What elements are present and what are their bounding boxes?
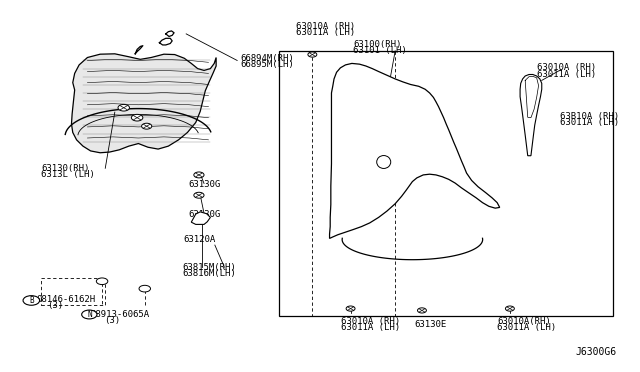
Text: 66895M(LH): 66895M(LH)	[241, 60, 294, 70]
Text: 08913-6065A: 08913-6065A	[91, 310, 150, 319]
Text: 63120A: 63120A	[183, 235, 215, 244]
Circle shape	[23, 296, 40, 305]
Polygon shape	[330, 63, 500, 238]
Circle shape	[308, 52, 317, 57]
Polygon shape	[191, 212, 211, 224]
Circle shape	[141, 123, 152, 129]
Circle shape	[194, 192, 204, 198]
Text: 63130G: 63130G	[188, 210, 220, 219]
Circle shape	[97, 278, 108, 285]
Text: 63101 (LH): 63101 (LH)	[353, 46, 407, 55]
Circle shape	[417, 308, 426, 313]
Text: 63B10A (RH): 63B10A (RH)	[560, 112, 620, 121]
Text: 63011A (LH): 63011A (LH)	[497, 323, 556, 332]
Circle shape	[194, 172, 204, 178]
Text: J6300G6: J6300G6	[575, 347, 616, 357]
Text: (3): (3)	[47, 301, 63, 310]
Text: 08146-6162H: 08146-6162H	[36, 295, 95, 304]
Text: 63011A (LH): 63011A (LH)	[560, 118, 620, 127]
Text: 63816M(LH): 63816M(LH)	[182, 269, 236, 278]
Text: (3): (3)	[104, 316, 121, 325]
Circle shape	[506, 306, 515, 311]
Text: 63011A (LH): 63011A (LH)	[296, 28, 356, 37]
Text: B: B	[29, 296, 34, 305]
Bar	[278, 51, 613, 316]
Circle shape	[139, 285, 150, 292]
Circle shape	[118, 105, 129, 111]
Circle shape	[346, 306, 355, 311]
Text: 63011A (LH): 63011A (LH)	[537, 70, 596, 78]
Ellipse shape	[377, 155, 391, 169]
Text: 63010A(RH): 63010A(RH)	[497, 317, 551, 326]
Text: 63130G: 63130G	[188, 180, 220, 189]
Text: 63010A (RH): 63010A (RH)	[537, 63, 596, 72]
Polygon shape	[520, 74, 541, 156]
Text: 66894M(RH): 66894M(RH)	[241, 54, 294, 63]
Text: 63130E: 63130E	[414, 320, 447, 329]
Polygon shape	[72, 54, 216, 153]
Text: 6313L (LH): 6313L (LH)	[41, 170, 95, 179]
Circle shape	[131, 114, 143, 121]
Text: 63011A (LH): 63011A (LH)	[341, 323, 400, 332]
Text: 63815M(RH): 63815M(RH)	[182, 263, 236, 272]
Bar	[41, 278, 104, 305]
Text: 63010A (RH): 63010A (RH)	[296, 22, 356, 31]
Text: 63010A (RH): 63010A (RH)	[341, 317, 400, 326]
Text: 63100(RH): 63100(RH)	[353, 40, 401, 49]
Text: 63130(RH): 63130(RH)	[41, 164, 89, 173]
Text: N: N	[87, 310, 92, 319]
Circle shape	[82, 310, 97, 319]
